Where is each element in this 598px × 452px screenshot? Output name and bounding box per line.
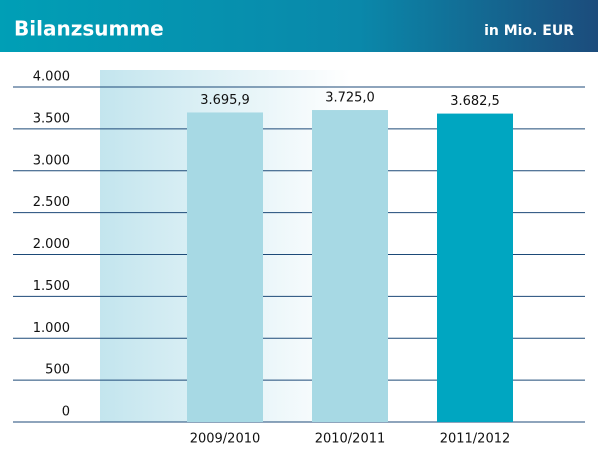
x-tick-label: 2011/2012: [440, 432, 511, 447]
y-tick-label: 2.500: [33, 195, 70, 210]
x-tick-label: 2009/2010: [190, 432, 261, 447]
chart-title: Bilanzsumme: [14, 17, 164, 41]
bar: [187, 112, 263, 422]
value-label: 3.682,5: [450, 94, 500, 109]
y-tick-label: 500: [45, 363, 70, 378]
y-tick-label: 1.500: [33, 279, 70, 294]
y-tick-label: 4.000: [33, 70, 70, 85]
y-tick-label: 2.000: [33, 237, 70, 252]
bar: [312, 110, 388, 422]
header-bar: [0, 0, 598, 52]
y-tick-label: 1.000: [33, 321, 70, 336]
y-tick-label: 3.000: [33, 153, 70, 168]
x-tick-label: 2010/2011: [315, 432, 386, 447]
value-label: 3.695,9: [200, 93, 250, 108]
bar: [437, 113, 513, 422]
y-tick-label: 0: [62, 405, 70, 420]
value-label: 3.725,0: [325, 91, 375, 106]
chart-subtitle: in Mio. EUR: [484, 23, 574, 39]
y-tick-label: 3.500: [33, 111, 70, 126]
